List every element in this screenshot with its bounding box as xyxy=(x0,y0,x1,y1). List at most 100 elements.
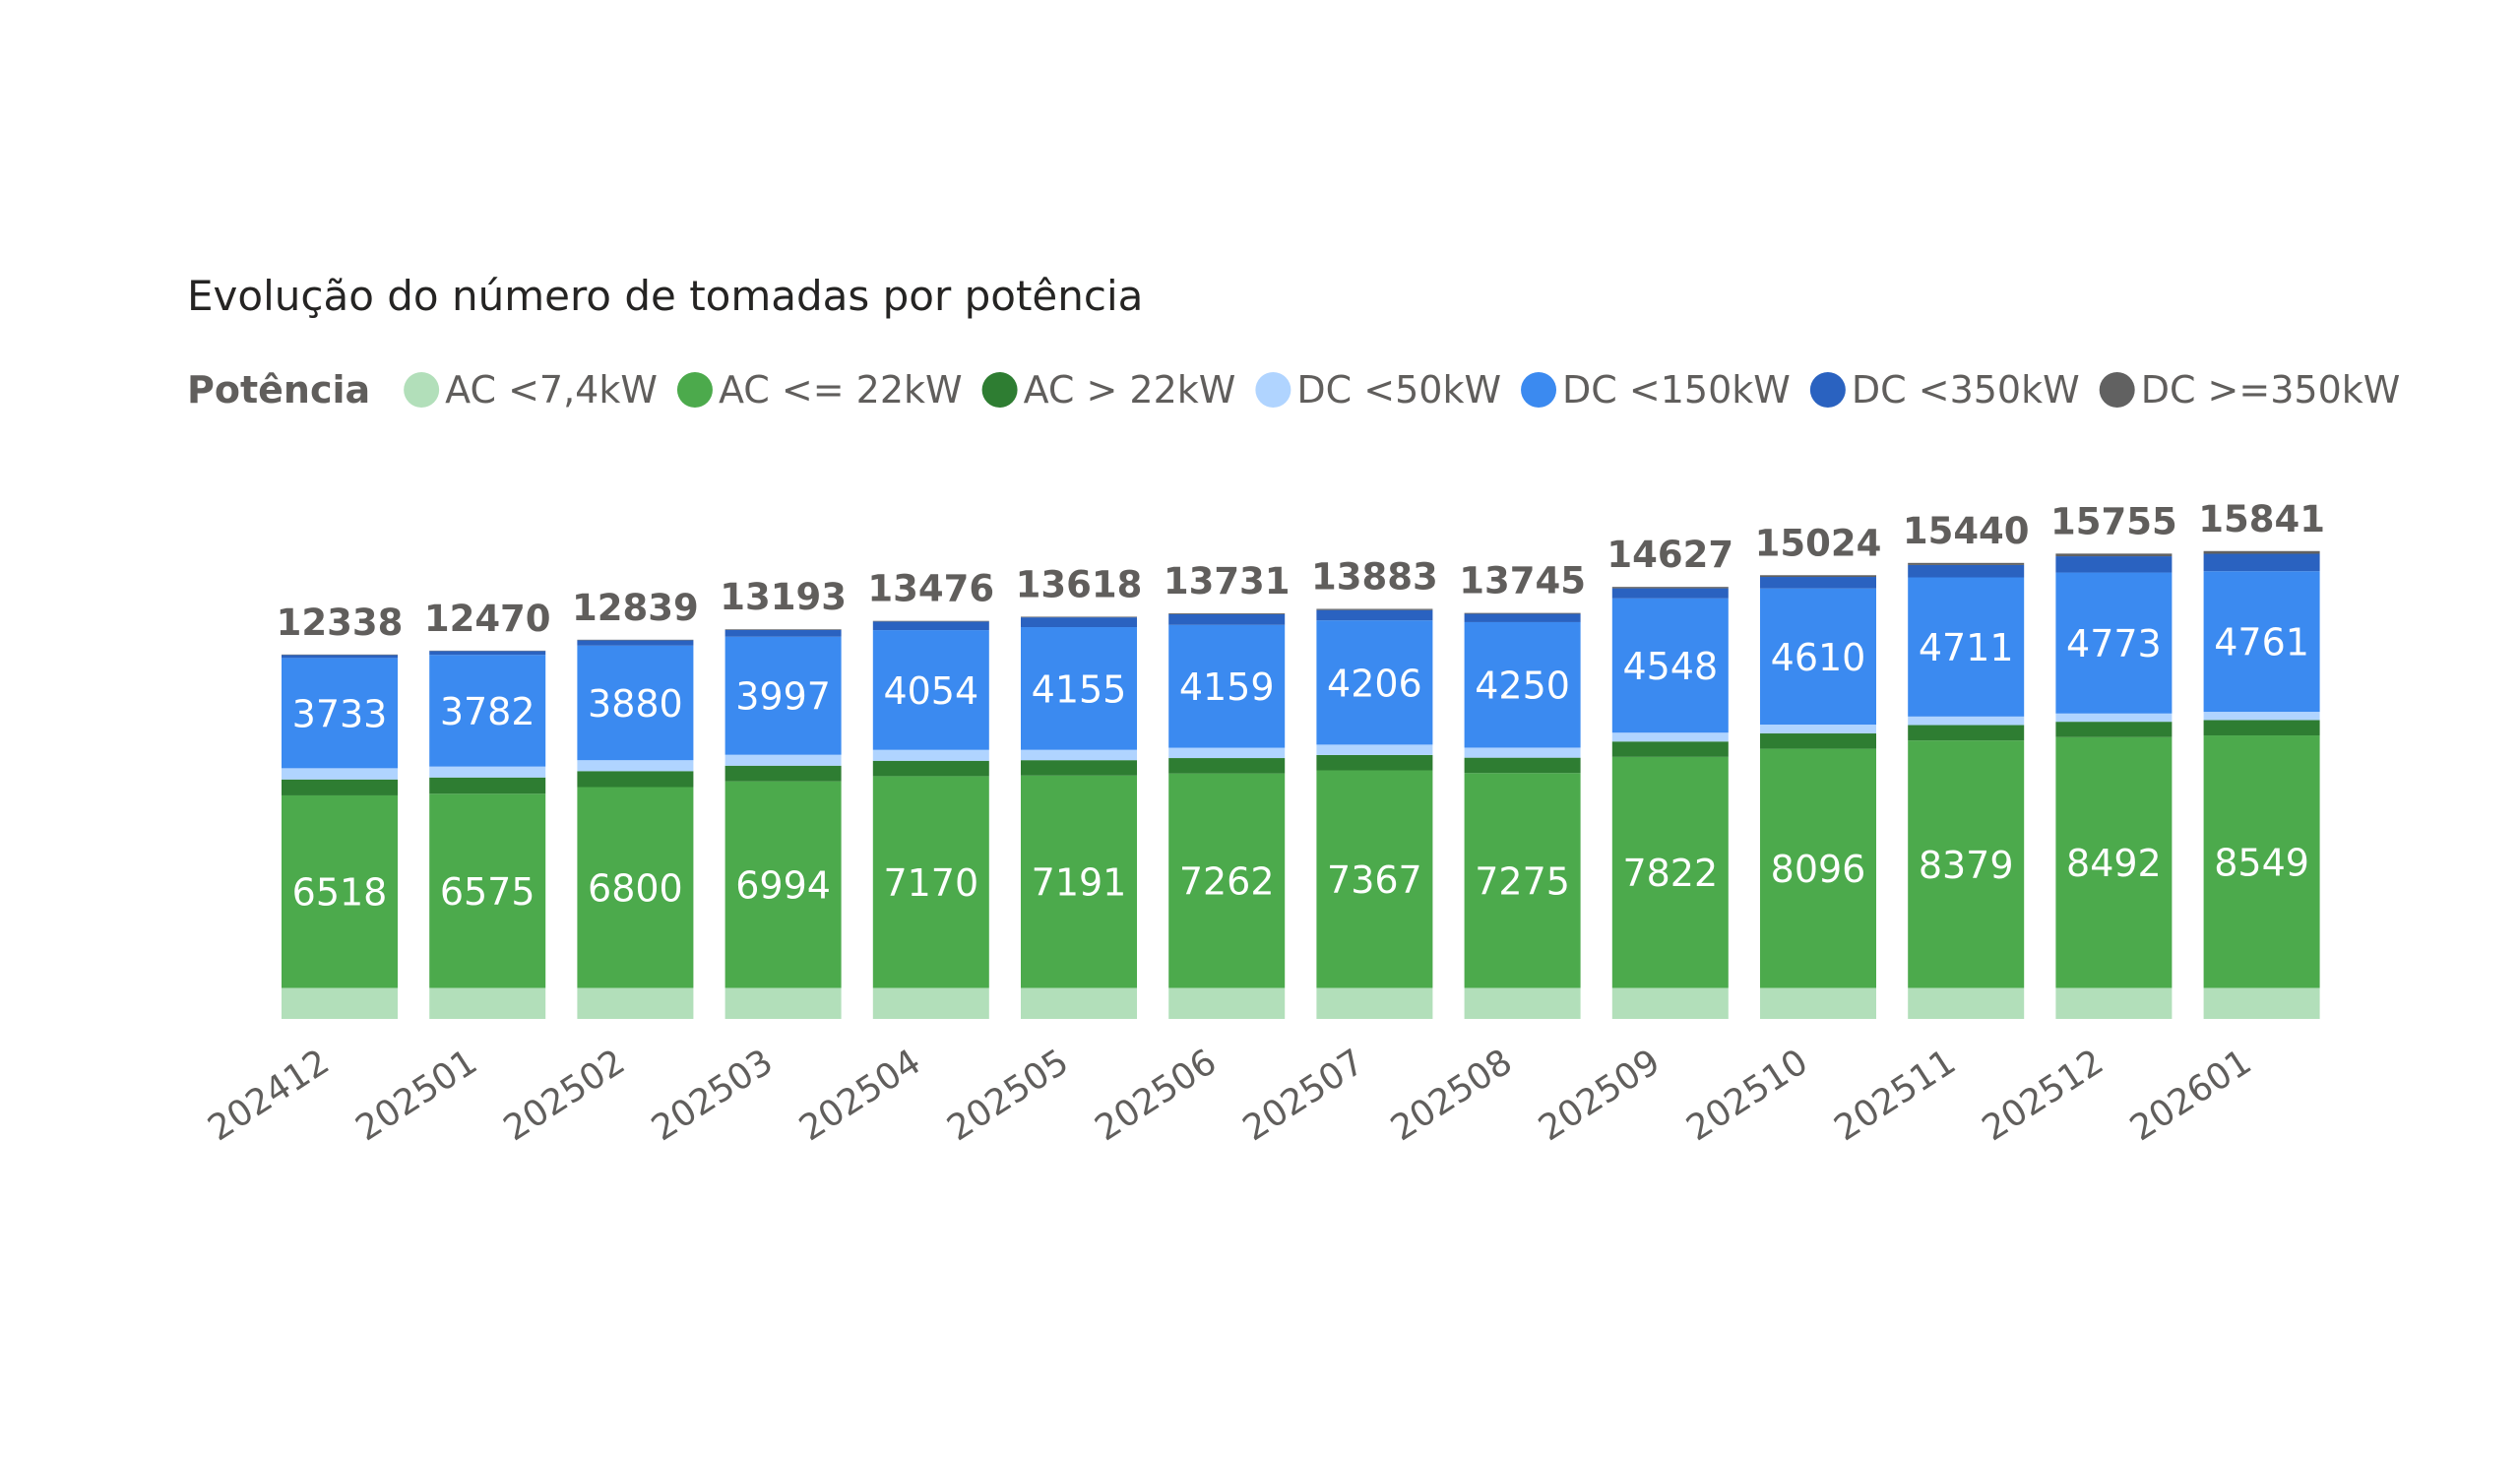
bar-segment-1-5 xyxy=(1021,775,1137,988)
bar-segment-6-4 xyxy=(872,620,989,622)
bar-segment-5-6 xyxy=(1168,613,1286,625)
chart-title: Evolução do número de tomadas por potênc… xyxy=(187,272,1143,320)
bar-segment-5-13 xyxy=(2203,553,2320,572)
bar-segment-6-8 xyxy=(1464,612,1581,614)
bar-segment-5-7 xyxy=(1316,609,1433,621)
total-label-9: 14627 xyxy=(1606,534,1733,576)
bar-segment-2-6 xyxy=(1168,758,1286,774)
total-label-0: 12338 xyxy=(277,602,404,644)
bar-segment-1-13 xyxy=(2203,735,2320,988)
legend-marker-3 xyxy=(1255,372,1292,408)
bar-segment-0-4 xyxy=(872,987,989,1019)
legend-marker-4 xyxy=(1521,372,1557,408)
bar-segment-1-12 xyxy=(2055,736,2173,988)
bar-segment-6-5 xyxy=(1021,616,1137,618)
bar-segment-2-0 xyxy=(282,779,398,795)
bars-group: 6518 3733 12338 6575 3782 12470 6800 3880 12839 6… xyxy=(277,498,2325,1019)
legend-marker-5 xyxy=(1809,372,1846,408)
segment-label-4-4: 4054 xyxy=(883,669,978,713)
bar-segment-2-3 xyxy=(724,765,842,782)
x-tick-label-12: 202512 xyxy=(1976,1042,2111,1149)
bar-segment-0-0 xyxy=(282,987,398,1019)
legend-marker-6 xyxy=(2099,372,2135,408)
segment-label-1-11: 8379 xyxy=(1919,844,2014,887)
bar-segment-5-10 xyxy=(1760,577,1876,589)
bar-segment-0-12 xyxy=(2055,987,2173,1019)
bar-segment-4-8 xyxy=(1464,621,1581,748)
total-label-5: 13618 xyxy=(1016,563,1143,605)
bar-segment-0-10 xyxy=(1760,987,1876,1019)
x-tick-label-6: 202506 xyxy=(1089,1042,1225,1149)
bar-segment-5-1 xyxy=(429,651,546,656)
legend-label-6: DC >=350kW xyxy=(2141,368,2401,412)
segment-label-4-9: 4548 xyxy=(1622,645,1718,688)
bar-segment-4-4 xyxy=(872,630,989,750)
segment-label-1-3: 6994 xyxy=(735,864,831,908)
x-tick-label-9: 202509 xyxy=(1532,1042,1668,1149)
bar-segment-4-13 xyxy=(2203,571,2320,713)
total-label-3: 13193 xyxy=(720,576,847,618)
bar-segment-1-2 xyxy=(577,787,694,988)
segment-label-4-12: 4773 xyxy=(2066,622,2162,665)
bar-segment-1-3 xyxy=(724,781,842,988)
bar-segment-2-9 xyxy=(1611,741,1729,757)
bar-segment-6-7 xyxy=(1316,608,1433,610)
bar-segment-1-9 xyxy=(1611,756,1729,988)
total-label-13: 15841 xyxy=(2198,498,2325,540)
bar-segment-6-10 xyxy=(1760,575,1876,578)
total-label-2: 12839 xyxy=(572,587,699,629)
segment-label-4-6: 4159 xyxy=(1179,665,1275,709)
segment-label-1-8: 7275 xyxy=(1475,859,1570,903)
bar-segment-5-9 xyxy=(1611,588,1729,599)
bar-segment-1-0 xyxy=(282,794,398,988)
bar-segment-0-11 xyxy=(1908,987,2025,1019)
legend-label-0: AC <7,4kW xyxy=(445,368,658,412)
bar-segment-6-12 xyxy=(2055,553,2173,557)
bar-segment-3-5 xyxy=(1021,749,1137,761)
bar-segment-4-2 xyxy=(577,645,694,761)
x-tick-label-11: 202511 xyxy=(1828,1042,1964,1149)
bar-segment-6-2 xyxy=(577,639,694,641)
segment-label-4-8: 4250 xyxy=(1475,665,1570,708)
segment-label-4-1: 3782 xyxy=(440,690,536,733)
bar-segment-5-5 xyxy=(1021,617,1137,628)
total-label-12: 15755 xyxy=(2050,500,2177,542)
segment-label-4-13: 4761 xyxy=(2214,621,2309,665)
bar-segment-0-1 xyxy=(429,987,546,1019)
bar-segment-0-9 xyxy=(1611,987,1729,1019)
segment-label-4-0: 3733 xyxy=(292,692,388,735)
bar-segment-3-13 xyxy=(2203,712,2320,721)
x-tick-label-3: 202503 xyxy=(645,1042,781,1149)
bar-segment-5-2 xyxy=(577,640,694,646)
total-label-1: 12470 xyxy=(424,598,551,640)
bar-segment-2-5 xyxy=(1021,760,1137,776)
bar-segment-4-10 xyxy=(1760,588,1876,726)
bar-segment-3-3 xyxy=(724,754,842,766)
segment-label-1-13: 8549 xyxy=(2214,841,2309,884)
segment-label-1-4: 7170 xyxy=(883,861,978,905)
bar-segment-6-9 xyxy=(1611,587,1729,589)
bar-segment-2-4 xyxy=(872,760,989,777)
segment-label-4-5: 4155 xyxy=(1032,667,1127,711)
total-label-11: 15440 xyxy=(1903,510,2030,552)
bar-segment-5-4 xyxy=(872,621,989,631)
legend-marker-0 xyxy=(404,372,440,408)
bar-segment-1-7 xyxy=(1316,770,1433,988)
segment-label-1-1: 6575 xyxy=(440,870,536,914)
bar-segment-2-1 xyxy=(429,777,546,794)
bar-segment-0-6 xyxy=(1168,987,1286,1019)
bar-segment-0-13 xyxy=(2203,987,2320,1019)
bar-segment-0-5 xyxy=(1021,987,1137,1019)
legend-marker-1 xyxy=(676,372,713,408)
segment-label-4-3: 3997 xyxy=(735,675,831,719)
segment-label-1-9: 7822 xyxy=(1622,852,1718,895)
segment-label-1-0: 6518 xyxy=(292,871,388,915)
bar-segment-1-1 xyxy=(429,793,546,988)
legend: Potência AC <7,4kW AC <= 22kW AC > 22kW DC <… xyxy=(187,368,2400,412)
segment-label-1-6: 7262 xyxy=(1179,860,1275,904)
bar-segment-4-7 xyxy=(1316,620,1433,745)
bar-segment-3-4 xyxy=(872,749,989,761)
bar-segment-0-3 xyxy=(724,987,842,1019)
bar-segment-6-0 xyxy=(282,654,398,656)
